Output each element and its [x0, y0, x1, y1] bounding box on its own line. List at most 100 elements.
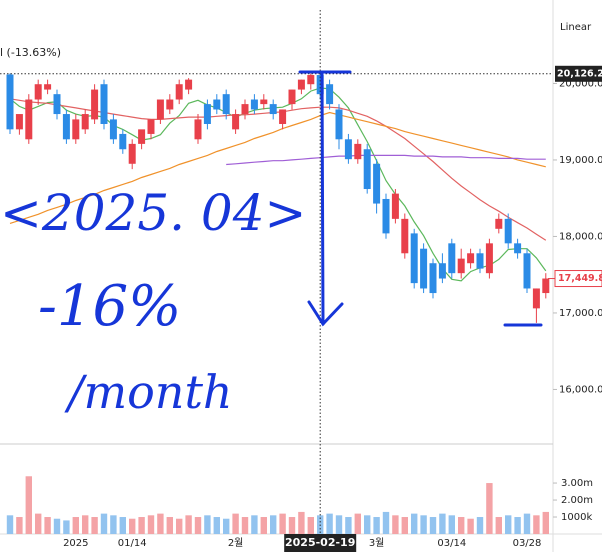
candle-body: [420, 248, 428, 289]
volume-bar: [176, 518, 183, 534]
annotation: <2025. 04>: [0, 184, 306, 242]
candle-body: [495, 218, 503, 229]
candle-body: [147, 119, 155, 134]
volume-bar: [194, 517, 202, 534]
volume-bar: [25, 476, 32, 534]
candle-body: [335, 109, 343, 140]
candle-body: [523, 253, 531, 289]
candle-body: [25, 99, 33, 140]
volume-tick-label: 1000k: [561, 512, 592, 523]
volume-bar: [204, 515, 211, 534]
candle-body: [542, 278, 550, 294]
x-tick-label: 03/14: [437, 538, 466, 549]
candle-body: [354, 143, 362, 160]
candle-body: [119, 133, 127, 150]
y-tick-label: 18,000.00: [559, 231, 602, 242]
annotation: -16%: [38, 274, 181, 339]
volume-bar: [110, 515, 117, 534]
volume-bar: [35, 513, 42, 534]
volume-bar: [401, 517, 408, 534]
moving-average: [9, 87, 547, 282]
x-tick-label: 3월: [369, 537, 385, 549]
volume-bar: [16, 517, 23, 534]
candle-body: [241, 104, 249, 115]
candle-body: [53, 94, 61, 115]
crosshair-price-label: 20,126.25: [557, 68, 602, 79]
candle-body: [166, 99, 174, 110]
annotation: /month: [64, 365, 233, 419]
x-tick-label: 2월: [228, 537, 244, 549]
volume-bar: [119, 517, 126, 534]
volume-bar: [411, 513, 418, 534]
candle-body: [363, 149, 371, 190]
volume-bar: [213, 517, 220, 534]
volume-bar: [166, 517, 173, 534]
candle-body: [260, 99, 268, 105]
volume-bar: [298, 511, 305, 534]
candle-body: [448, 243, 456, 274]
candle-body: [81, 114, 89, 130]
volume-bar: [326, 513, 333, 534]
candle-body: [222, 94, 230, 115]
moving-average: [9, 111, 546, 224]
volume-bar: [458, 517, 465, 534]
candle-body: [250, 99, 258, 110]
candle-body: [391, 193, 399, 219]
candle-body: [457, 258, 465, 274]
candle-body: [156, 99, 164, 120]
candle-body: [485, 243, 493, 274]
candle-body: [373, 163, 381, 204]
crosshair-price-box: [555, 65, 602, 82]
candle-body: [44, 84, 52, 90]
volume-bar: [288, 517, 296, 534]
volume-bar: [260, 517, 267, 534]
moving-average: [226, 154, 546, 166]
volume-bar: [53, 518, 61, 534]
candle-body: [128, 143, 136, 164]
candle-body: [232, 114, 240, 130]
y-tick-label: 17,000.00: [559, 308, 602, 319]
candle-body: [100, 84, 108, 124]
volume-bar: [335, 515, 343, 534]
candle-body: [62, 114, 70, 140]
volume-bar: [429, 517, 437, 534]
candle-body: [91, 89, 99, 120]
candle-body: [203, 104, 211, 124]
volume-bar: [223, 518, 230, 534]
candle-body: [297, 79, 305, 90]
y-tick-label: 20,000.00: [559, 78, 602, 89]
x-tick-label: 03/28: [513, 538, 542, 549]
crosshair-date-label: 2025-02-19: [285, 536, 355, 549]
crosshair-date-box: [284, 534, 357, 552]
candle-body: [185, 79, 193, 90]
volume-bar: [147, 515, 155, 534]
candle-body: [279, 109, 287, 124]
candle-body: [326, 84, 334, 105]
volume-bar: [185, 515, 192, 534]
volume-bar: [533, 515, 540, 534]
volume-bar: [82, 515, 89, 534]
volume-bar: [63, 520, 70, 534]
candle-body: [194, 119, 202, 140]
plot: 20,000.00 19,000.00 18,000.00 17,000.00 16,0…: [0, 10, 602, 552]
volume-bar: [241, 517, 249, 534]
volume-bar: [392, 515, 399, 534]
volume-bar: [138, 517, 145, 534]
candle-body: [269, 104, 277, 115]
candle-body: [410, 233, 418, 284]
volume-bar: [44, 517, 51, 534]
scale-label[interactable]: Linear: [560, 22, 592, 33]
y-tick-label: 19,000.00: [559, 155, 602, 166]
drawn-arrow: [298, 70, 543, 327]
candle-body: [72, 119, 80, 140]
volume-bar: [354, 513, 361, 534]
candle-body: [307, 75, 315, 85]
candle-body: [438, 263, 446, 279]
last-price-box: [554, 270, 602, 288]
volume-bar: [251, 515, 258, 534]
volume-bar: [467, 518, 474, 534]
volume-bar: [495, 517, 502, 534]
volume-bar: [232, 513, 239, 534]
volume-bar: [307, 517, 314, 534]
x-tick-label: 2025: [63, 538, 88, 549]
